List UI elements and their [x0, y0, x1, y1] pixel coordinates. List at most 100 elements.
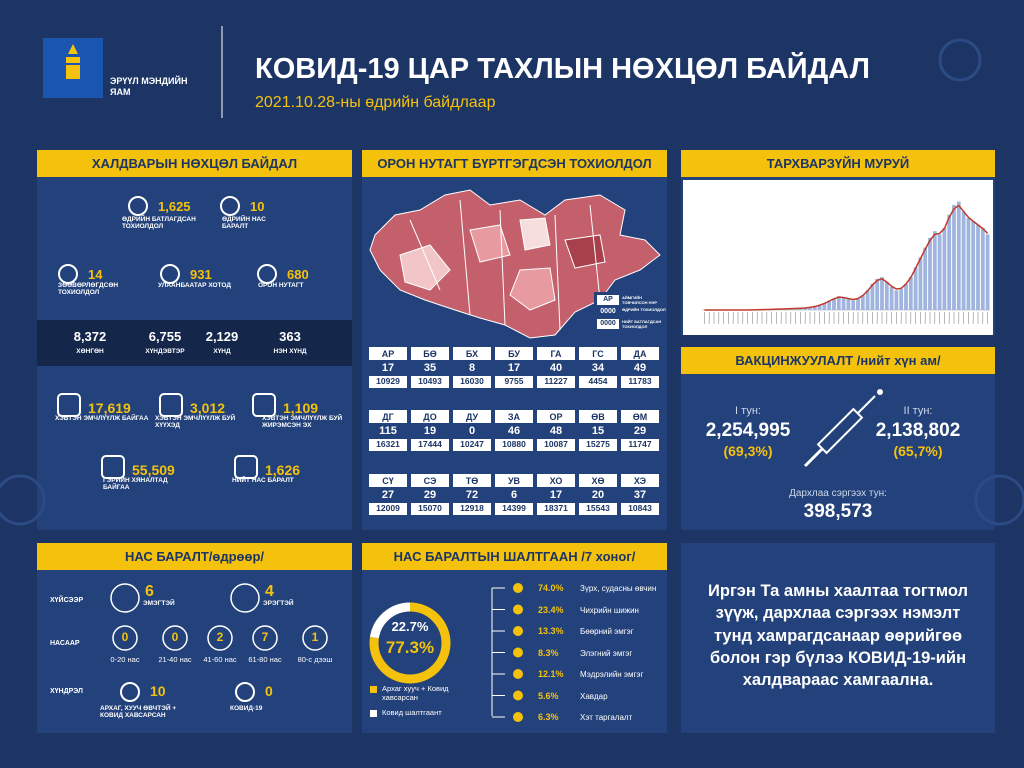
sex-label: ЭРЭГТЭЙ [263, 600, 294, 607]
aimag-daily: 49 [633, 362, 647, 374]
curve-bar [923, 247, 928, 310]
panel-header [362, 543, 667, 570]
curve-bar [822, 303, 827, 310]
page-subtitle: 2021.10.28-ны өдрийн байдлаар [255, 94, 496, 111]
dose-count: 2,138,802 [875, 420, 961, 441]
aimag-total-cell [621, 439, 659, 451]
donut-segment [369, 602, 451, 684]
aimag-code-cell [453, 410, 491, 423]
cause-value: 8.3% [538, 647, 559, 658]
aimag-total: 15070 [418, 503, 442, 513]
aimag-total-cell [453, 503, 491, 515]
person-icon [110, 583, 140, 613]
booster-label: Дархлаа сэргээх тун: [789, 488, 887, 499]
curve-bar [817, 305, 822, 310]
aimag-total-cell [369, 503, 407, 515]
curve-bar [918, 257, 923, 310]
aimag-total: 10929 [376, 376, 400, 386]
message: Иргэн Та амны хаалтаа тогтмол зүүж, дарх… [708, 582, 968, 690]
cause-icon [513, 604, 523, 615]
stat-icon [257, 264, 277, 284]
curve-bar [913, 267, 918, 310]
stat-icon [160, 264, 180, 284]
aimag-code: ОР [549, 412, 563, 422]
aimag-code-cell [579, 474, 617, 487]
legend-sample: 0000 [600, 320, 616, 327]
stat-value: 680 [287, 267, 309, 282]
severity-band [37, 320, 352, 366]
curve-bar [865, 290, 870, 310]
care-label: ХЭВТЭН ЭМЧЛҮҮЛЖ БАЙГАА [55, 415, 149, 422]
aimag-code: АР [381, 349, 395, 359]
aimag-code-cell [411, 474, 449, 487]
aimag-total: 10880 [502, 439, 526, 449]
map-region [399, 244, 451, 291]
aimag-daily: 29 [423, 489, 437, 501]
curve-bar [956, 201, 961, 310]
panel [681, 347, 995, 530]
panel-title: НАС БАРАЛТ/өдрөөр/ [124, 549, 264, 564]
legend-sample: 0000 [600, 308, 616, 315]
aimag-total: 15543 [586, 503, 610, 513]
aimag-code-cell [621, 410, 659, 423]
care-label: НИЙТ НАС БАРАЛТ [232, 477, 294, 484]
panel-header [37, 543, 352, 570]
aimag-total-cell [411, 503, 449, 515]
aimag-total-cell [621, 376, 659, 388]
map-region [509, 267, 556, 311]
aimag-code: СЭ [423, 476, 437, 486]
curve-bar [980, 227, 985, 310]
aimag-code: ХӨ [591, 476, 605, 486]
aimag-total: 11747 [628, 439, 652, 449]
panel-title: ТАРХВАРЗҮЙН МУРУЙ [766, 156, 910, 171]
curve-bar [976, 224, 980, 310]
curve-bar [812, 306, 817, 310]
aimag-code-cell [579, 347, 617, 360]
legend-sample: АР [603, 296, 613, 303]
stat-icon [58, 264, 78, 284]
aimag-total: 15275 [586, 439, 610, 449]
sex-value: 4 [265, 583, 274, 600]
curve-bar [904, 283, 908, 310]
donut-label: 22.7% [391, 619, 429, 634]
stat-value: 931 [190, 267, 212, 282]
aimag-code: ДА [633, 349, 647, 359]
care-icon [159, 393, 183, 417]
age-circle [207, 625, 233, 651]
aimag-total: 10843 [628, 503, 652, 513]
aimag-total: 4454 [588, 376, 608, 386]
aimag-daily: 37 [633, 489, 647, 501]
cause-icon [513, 669, 523, 679]
aimag-code: ӨВ [591, 412, 605, 422]
age-circle [252, 625, 278, 651]
aimag-daily: 20 [591, 489, 605, 501]
aimag-code: ХЭ [633, 476, 647, 486]
curve-bar [966, 218, 971, 310]
aimag-daily: 46 [507, 425, 521, 437]
stat-label: УЛААНБААТАР ХОТОД [158, 282, 231, 289]
cause-icon [513, 712, 523, 722]
severity-label: ХҮНДЭВТЭР [145, 348, 185, 355]
aimag-code-cell [495, 474, 533, 487]
cause-label: Чихрийн шижин [580, 605, 639, 615]
curve-bar [832, 298, 836, 310]
aimag-code-cell [453, 347, 491, 360]
aimag-code: ХО [549, 476, 563, 486]
aimag-code-cell [369, 410, 407, 423]
aimag-total-cell [453, 376, 491, 388]
severity-label: НЭН ХҮНД [273, 348, 307, 355]
curve-bar [856, 298, 860, 310]
aimag-daily: 29 [633, 425, 647, 437]
aimag-total: 9755 [504, 376, 524, 386]
curve-bar [880, 277, 884, 310]
care-label: ХЭВТЭН ЭМЧЛҮҮЛЖ БУЙ ХҮҮХЭД [155, 415, 236, 430]
care-icon [252, 393, 276, 417]
cause-label: Мэдрэлийн эмгэг [580, 670, 644, 679]
panel-title: НАС БАРАЛТЫН ШАЛТГААН /7 хоног/ [393, 549, 636, 564]
curve-bar [942, 227, 947, 310]
aimag-code-cell [453, 474, 491, 487]
map-region [469, 224, 511, 263]
aimag-total: 14399 [502, 503, 526, 513]
